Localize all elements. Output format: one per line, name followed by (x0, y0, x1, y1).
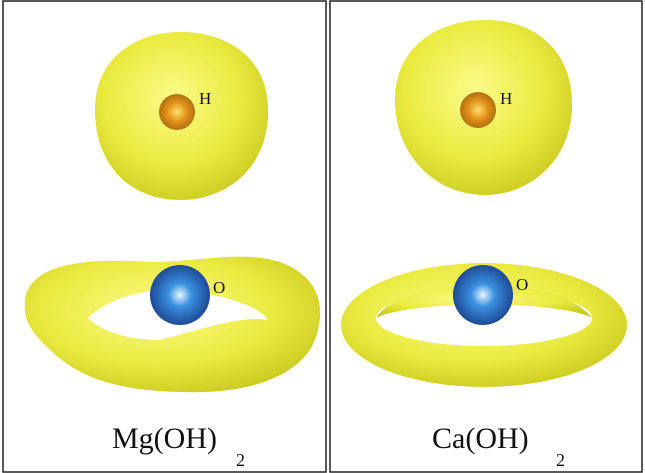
atom-label: O (213, 278, 225, 297)
caption-subscript: 2 (236, 450, 245, 470)
caption: Mg(OH) (112, 422, 217, 455)
atom-label: H (500, 89, 512, 108)
o-atom (150, 265, 210, 325)
figure: H O Mg(OH) 2 H O Ca(OH) 2 (0, 0, 645, 473)
o-atom (453, 265, 513, 325)
h-atom (159, 94, 195, 130)
atom-label: H (199, 89, 211, 108)
h-atom (460, 92, 496, 128)
caption: Ca(OH) (432, 422, 529, 455)
atom-label: O (516, 275, 528, 294)
caption-subscript: 2 (556, 450, 565, 470)
